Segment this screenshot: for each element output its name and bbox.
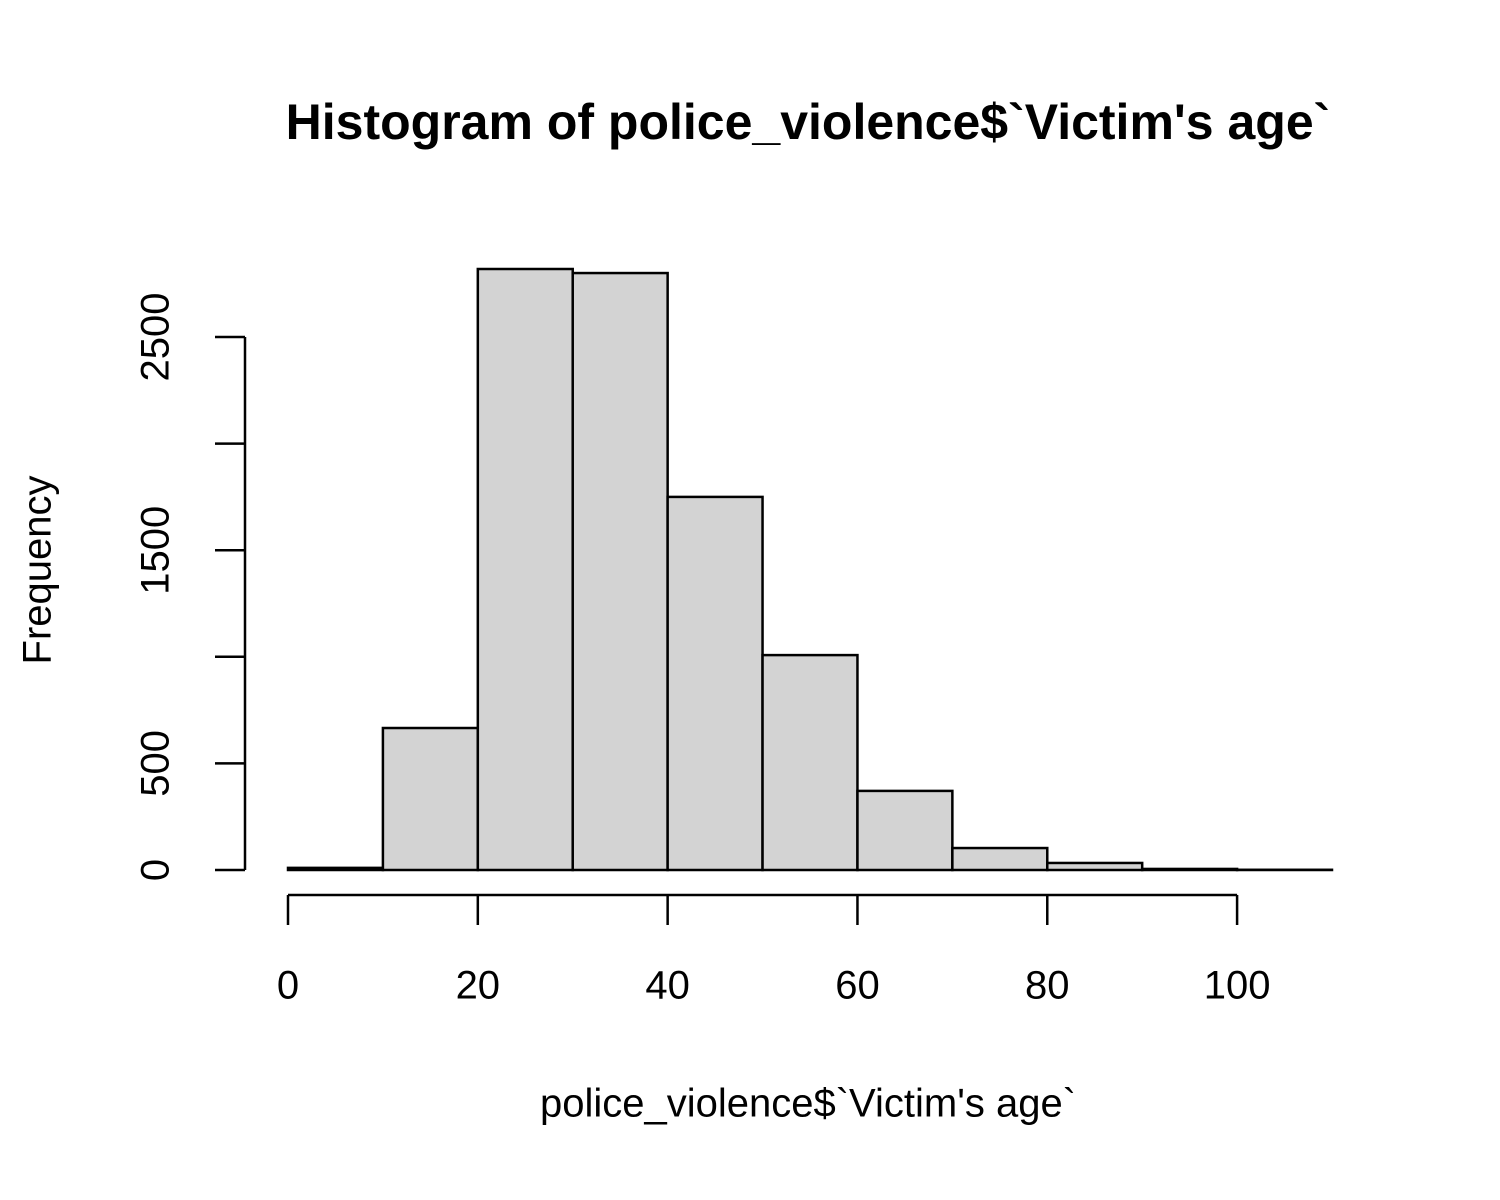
x-axis-label: police_violence$`Victim's age` xyxy=(540,1082,1076,1126)
bar xyxy=(1046,861,1144,872)
bar xyxy=(476,267,574,872)
y-tick-label: 500 xyxy=(134,730,178,797)
x-tick-label: 60 xyxy=(835,964,880,1008)
bar xyxy=(286,866,385,872)
y-tick-label: 0 xyxy=(134,859,178,881)
bar xyxy=(381,726,480,872)
bar xyxy=(856,789,954,872)
bar xyxy=(951,846,1049,872)
bar xyxy=(761,653,859,872)
x-tick-label: 20 xyxy=(456,964,501,1008)
x-tick-label: 0 xyxy=(277,964,299,1008)
bar xyxy=(1140,867,1239,872)
x-tick-label: 80 xyxy=(1025,964,1070,1008)
y-tick-label: 1500 xyxy=(134,506,178,595)
x-tick-label: 40 xyxy=(645,964,690,1008)
bar xyxy=(666,495,764,872)
chart-title: Histogram of police_violence$`Victim's a… xyxy=(286,94,1331,150)
x-tick-label: 100 xyxy=(1204,964,1271,1008)
bar xyxy=(571,271,669,872)
y-axis-label: Frequency xyxy=(16,476,60,665)
y-tick-label: 2500 xyxy=(134,293,178,382)
